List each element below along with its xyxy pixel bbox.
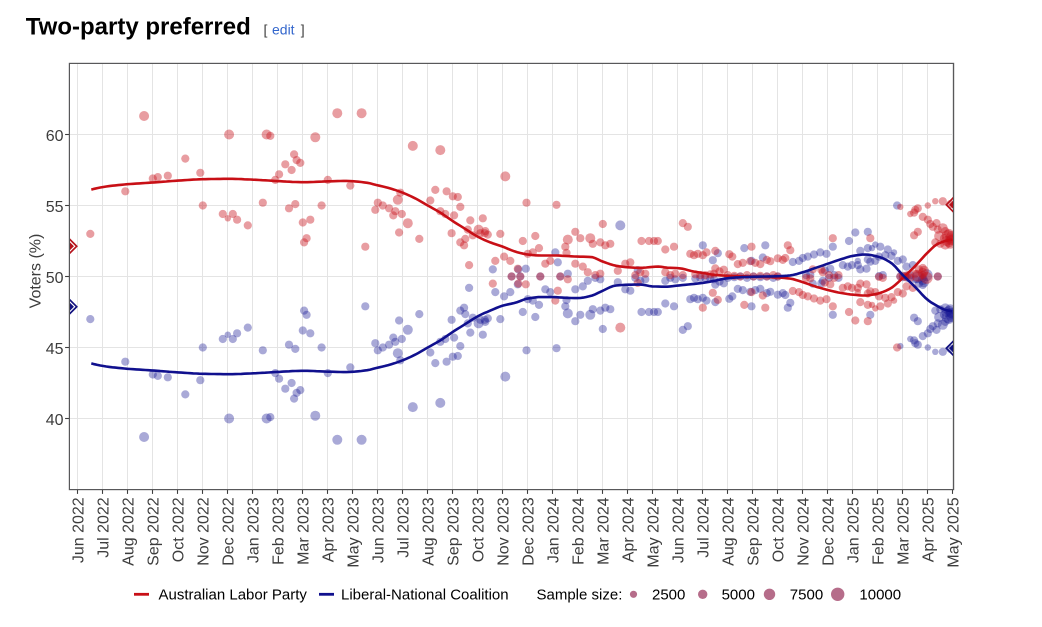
svg-text:2500: 2500	[652, 587, 685, 604]
svg-text:Apr 2024: Apr 2024	[621, 497, 638, 562]
svg-text:Jan 2025: Jan 2025	[846, 497, 863, 563]
svg-text:Sep 2023: Sep 2023	[446, 497, 463, 566]
svg-text:Dec 2024: Dec 2024	[821, 497, 838, 566]
svg-text:Jun 2024: Jun 2024	[671, 497, 688, 563]
svg-text:Jun 2022: Jun 2022	[71, 497, 88, 563]
svg-text:Australian Labor Party: Australian Labor Party	[159, 587, 308, 604]
svg-text:10000: 10000	[859, 587, 901, 604]
svg-text:Jul 2024: Jul 2024	[696, 497, 713, 558]
svg-text:Mar 2023: Mar 2023	[296, 497, 313, 565]
svg-text:Jan 2023: Jan 2023	[246, 497, 263, 563]
svg-text:Mar 2025: Mar 2025	[896, 497, 913, 565]
svg-text:Feb 2023: Feb 2023	[271, 497, 288, 565]
svg-text:May 2023: May 2023	[346, 497, 363, 567]
svg-text:40: 40	[46, 412, 64, 429]
svg-text:55: 55	[46, 199, 64, 216]
svg-text:[edit]: [edit]	[264, 21, 305, 37]
svg-text:Sep 2024: Sep 2024	[746, 497, 763, 566]
svg-text:Jul 2022: Jul 2022	[96, 497, 113, 558]
svg-text:Dec 2022: Dec 2022	[221, 497, 238, 566]
svg-text:May 2024: May 2024	[646, 497, 663, 567]
svg-text:Feb 2025: Feb 2025	[871, 497, 888, 565]
svg-text:Aug 2022: Aug 2022	[121, 497, 138, 566]
svg-text:Aug 2024: Aug 2024	[721, 497, 738, 566]
svg-text:Nov 2024: Nov 2024	[796, 497, 813, 566]
svg-text:Mar 2024: Mar 2024	[596, 497, 613, 565]
svg-text:Jul 2023: Jul 2023	[396, 497, 413, 558]
svg-text:Liberal-National Coalition: Liberal-National Coalition	[341, 587, 509, 604]
svg-text:Nov 2023: Nov 2023	[496, 497, 513, 566]
svg-text:Jan 2024: Jan 2024	[546, 497, 563, 563]
svg-text:Jun 2023: Jun 2023	[371, 497, 388, 563]
svg-text:Oct 2023: Oct 2023	[471, 497, 488, 562]
svg-text:Apr 2023: Apr 2023	[321, 497, 338, 562]
svg-text:60: 60	[46, 128, 64, 145]
svg-text:45: 45	[46, 341, 64, 358]
svg-text:Aug 2023: Aug 2023	[421, 497, 438, 566]
svg-text:Dec 2023: Dec 2023	[521, 497, 538, 566]
svg-text:Sample size:: Sample size:	[537, 587, 623, 604]
svg-text:May 2025: May 2025	[946, 497, 963, 567]
svg-text:Oct 2024: Oct 2024	[771, 497, 788, 562]
svg-text:Oct 2022: Oct 2022	[171, 497, 188, 562]
svg-text:5000: 5000	[722, 587, 755, 604]
svg-text:Two-party preferred: Two-party preferred	[26, 14, 251, 41]
svg-text:7500: 7500	[790, 587, 823, 604]
svg-text:50: 50	[46, 270, 64, 287]
svg-text:Feb 2024: Feb 2024	[571, 497, 588, 565]
svg-text:Voters (%): Voters (%)	[28, 234, 45, 309]
svg-text:Apr 2025: Apr 2025	[921, 497, 938, 562]
svg-text:Sep 2022: Sep 2022	[146, 497, 163, 566]
svg-text:Nov 2022: Nov 2022	[196, 497, 213, 566]
